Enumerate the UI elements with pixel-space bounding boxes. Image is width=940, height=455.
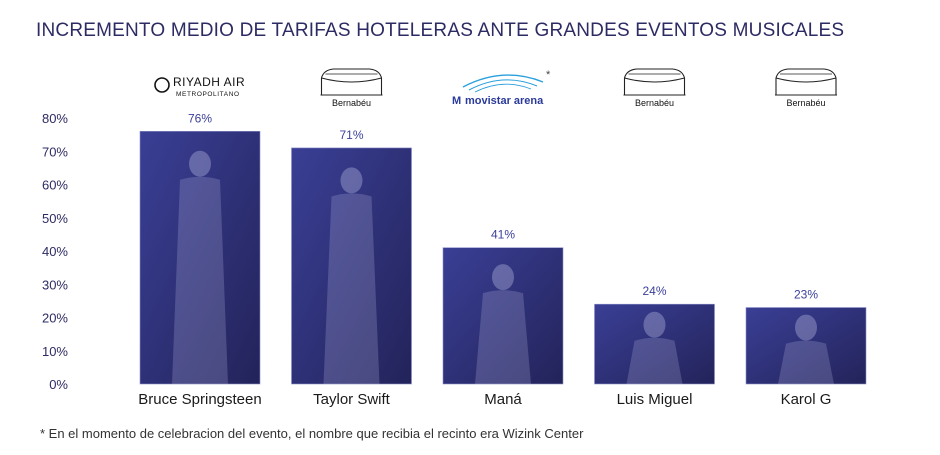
performer-photo — [172, 176, 228, 384]
performer-photo — [643, 311, 666, 338]
chart-title: INCREMENTO MEDIO DE TARIFAS HOTELERAS AN… — [36, 20, 845, 41]
performer-photo — [778, 340, 834, 384]
y-axis: 0% 10% 20% 30% 40% 50% 60% 70% 80% — [42, 111, 68, 392]
category-label: Maná — [484, 391, 522, 408]
performer-photo — [189, 150, 211, 177]
performer-photo — [323, 193, 380, 384]
bars — [139, 131, 867, 385]
bar — [291, 147, 412, 385]
x-axis: Bruce Springsteen Taylor Swift Maná Luis Mi… — [138, 391, 831, 408]
stadium-icon — [775, 68, 837, 96]
venue-name: movistar arena — [465, 95, 544, 107]
category-label: Taylor Swift — [313, 391, 391, 408]
category-label: Bruce Springsteen — [138, 391, 261, 408]
y-tick-label: 10% — [42, 344, 68, 359]
y-tick-label: 20% — [42, 311, 68, 326]
stadium-icon — [320, 68, 383, 96]
venue-name: RIYADH AIR — [173, 75, 245, 89]
venue-name: Bernabéu — [786, 98, 825, 108]
bar-value-label: 76% — [188, 111, 212, 125]
y-tick-label: 0% — [49, 377, 68, 392]
value-labels: 76% 71% 41% 24% 23% — [188, 111, 818, 301]
bar — [139, 131, 261, 385]
y-tick-label: 70% — [42, 144, 68, 159]
movistar-arena-logo: M — [452, 74, 544, 107]
y-tick-label: 30% — [42, 277, 68, 292]
y-tick-label: 80% — [42, 111, 68, 126]
bar-value-label: 24% — [642, 284, 666, 298]
performer-photo — [795, 314, 817, 341]
bar-value-label: 23% — [794, 288, 818, 302]
venue-subname: METROPOLITANO — [176, 91, 240, 98]
category-label: Luis Miguel — [617, 391, 693, 408]
performer-photo — [475, 290, 531, 384]
bar — [745, 307, 867, 385]
bar — [442, 247, 564, 385]
performer-photo — [492, 264, 514, 291]
riyadh-air-logo — [154, 77, 170, 93]
stadium-icon — [623, 68, 686, 96]
y-tick-label: 40% — [42, 244, 68, 259]
performer-photo — [340, 167, 363, 194]
bar-value-label: 41% — [491, 228, 515, 242]
y-tick-label: 50% — [42, 211, 68, 226]
y-tick-label: 60% — [42, 178, 68, 193]
category-label: Karol G — [781, 391, 832, 408]
footnote: * En el momento de celebracion del event… — [40, 426, 584, 441]
venue-name: Bernabéu — [635, 98, 674, 108]
bar-value-label: 71% — [339, 128, 363, 142]
venue-name: Bernabéu — [332, 98, 371, 108]
movistar-m-icon: M — [452, 95, 461, 107]
bar — [594, 303, 715, 385]
venue-footnote-mark: * — [546, 69, 551, 81]
performer-photo — [626, 337, 683, 384]
